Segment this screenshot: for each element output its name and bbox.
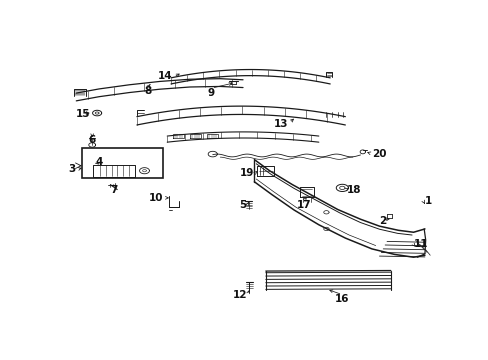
- Text: 3: 3: [68, 164, 75, 174]
- Text: 14: 14: [158, 72, 173, 81]
- Text: 1: 1: [424, 196, 431, 206]
- Text: 10: 10: [149, 193, 163, 203]
- Text: 15: 15: [76, 109, 91, 119]
- Text: 20: 20: [371, 149, 386, 159]
- Text: 7: 7: [110, 185, 118, 194]
- Text: 13: 13: [273, 118, 288, 129]
- Text: 17: 17: [296, 200, 310, 210]
- Text: 18: 18: [346, 185, 361, 195]
- Text: 12: 12: [232, 291, 246, 301]
- Text: 16: 16: [334, 294, 348, 304]
- Text: 19: 19: [240, 168, 254, 179]
- Text: 8: 8: [144, 86, 152, 96]
- Text: 2: 2: [379, 216, 386, 226]
- Text: 6: 6: [88, 135, 96, 145]
- Text: 4: 4: [95, 157, 102, 167]
- Text: 9: 9: [207, 87, 214, 98]
- Text: 5: 5: [239, 201, 246, 210]
- Text: 11: 11: [413, 239, 427, 249]
